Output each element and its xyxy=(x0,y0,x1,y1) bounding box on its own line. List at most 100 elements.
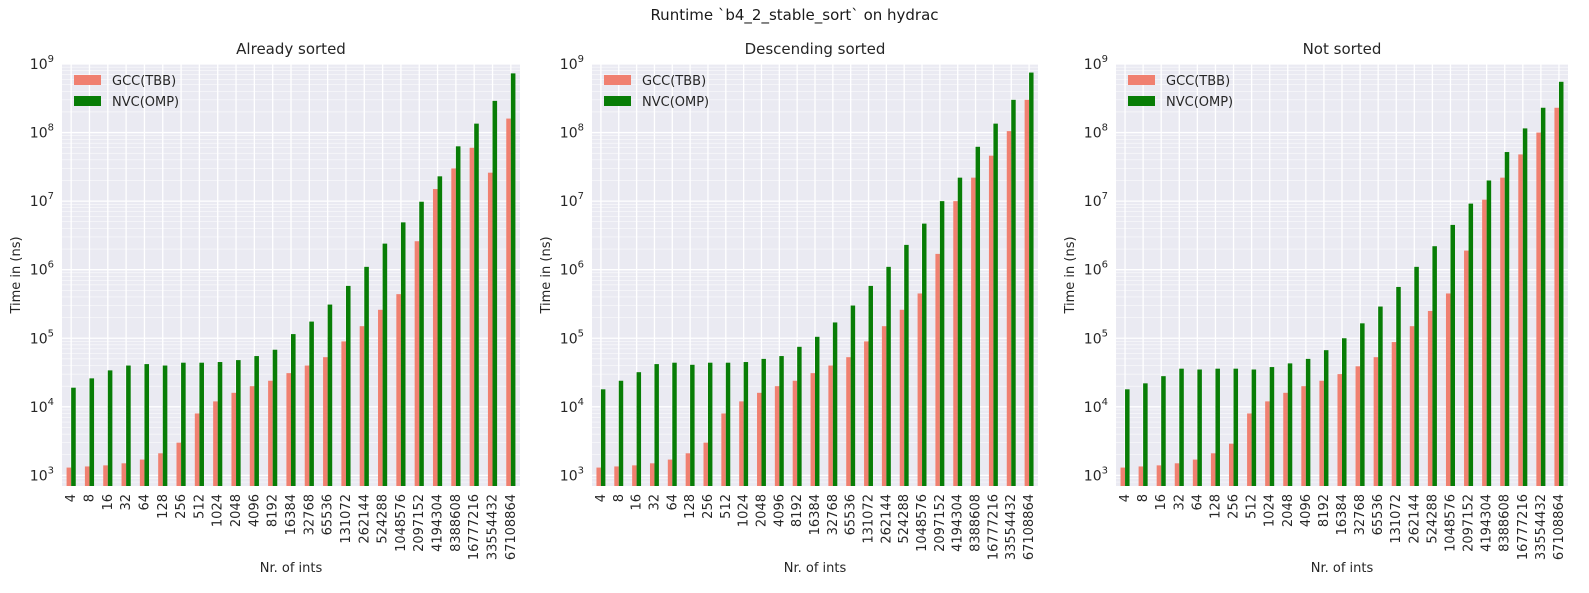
bar-NVC(OMP)-16777216 xyxy=(993,123,998,486)
bar-NVC(OMP)-256 xyxy=(1233,368,1239,486)
bar-GCC(TBB)-32768 xyxy=(828,365,833,486)
x-tick-label: 4194304 xyxy=(951,494,966,552)
bar-GCC(TBB)-2048 xyxy=(231,392,237,486)
bar-NVC(OMP)-512 xyxy=(199,362,204,486)
legend-label: GCC(TBB) xyxy=(1166,74,1230,89)
x-tick-label: 16777216 xyxy=(986,494,1001,560)
x-tick-label: 1048576 xyxy=(394,494,409,552)
bar-GCC(TBB)-128 xyxy=(158,453,163,486)
bar-GCC(TBB)-16777216 xyxy=(469,147,475,486)
bar-GCC(TBB)-256 xyxy=(703,442,708,486)
bar-GCC(TBB)-64 xyxy=(1192,459,1198,486)
bar-NVC(OMP)-64 xyxy=(672,362,677,486)
bar-NVC(OMP)-16384 xyxy=(291,334,296,486)
bar-GCC(TBB)-8192 xyxy=(1319,380,1324,486)
bar-GCC(TBB)-8388608 xyxy=(451,168,456,486)
bar-GCC(TBB)-16384 xyxy=(1337,374,1342,486)
bar-NVC(OMP)-8388608 xyxy=(455,146,461,486)
bar-GCC(TBB)-16 xyxy=(632,465,637,486)
bar-NVC(OMP)-1048576 xyxy=(1450,224,1455,486)
bar-NVC(OMP)-16 xyxy=(636,372,642,486)
x-tick-label: 131072 xyxy=(862,494,877,544)
bar-NVC(OMP)-4096 xyxy=(1305,358,1311,486)
x-tick-label: 1024 xyxy=(737,494,752,527)
bar-GCC(TBB)-65536 xyxy=(1373,357,1379,486)
bar-NVC(OMP)-16384 xyxy=(1342,338,1347,486)
x-tick-label: 8 xyxy=(82,494,97,502)
x-tick-label: 1024 xyxy=(211,494,226,527)
x-tick-label: 4 xyxy=(64,494,79,502)
subplot-title: Descending sorted xyxy=(745,40,886,58)
bar-GCC(TBB)-4096 xyxy=(774,386,780,486)
x-tick-label: 2048 xyxy=(754,494,769,527)
x-tick-label: 4194304 xyxy=(1480,494,1495,552)
bar-GCC(TBB)-4 xyxy=(1120,467,1126,486)
bar-GCC(TBB)-8 xyxy=(84,466,90,486)
x-tick-label: 4 xyxy=(594,494,609,502)
x-tick-label: 16384 xyxy=(808,494,823,535)
y-tick-label: 105 xyxy=(560,328,584,347)
x-tick-label: 262144 xyxy=(879,494,894,544)
y-axis-label: Time in (ns) xyxy=(539,236,554,314)
bar-GCC(TBB)-256 xyxy=(176,442,182,486)
bar-NVC(OMP)-67108864 xyxy=(510,73,516,486)
x-tick-label: 524288 xyxy=(376,494,391,544)
bar-GCC(TBB)-512 xyxy=(194,413,200,486)
bar-NVC(OMP)-512 xyxy=(725,362,731,486)
x-tick-label: 256 xyxy=(174,494,189,519)
bar-GCC(TBB)-2048 xyxy=(757,392,762,486)
x-tick-label: 262144 xyxy=(357,494,372,544)
bar-NVC(OMP)-4096 xyxy=(254,356,259,486)
bar-NVC(OMP)-262144 xyxy=(1414,266,1419,486)
bar-NVC(OMP)-524288 xyxy=(1432,246,1437,486)
y-tick-label: 107 xyxy=(560,191,584,210)
chart-panel-0: 103 104 105 106 107 108 109 4 8 16 32 64 128 256 512 10… xyxy=(9,40,520,576)
bar-NVC(OMP)-64 xyxy=(144,364,150,486)
bar-NVC(OMP)-262144 xyxy=(886,266,891,486)
x-tick-label: 4096 xyxy=(1299,494,1314,527)
bar-NVC(OMP)-8 xyxy=(89,378,95,486)
y-tick-label: 107 xyxy=(30,191,54,210)
bar-GCC(TBB)-32 xyxy=(649,463,655,486)
bar-GCC(TBB)-64 xyxy=(667,459,673,486)
x-tick-label: 8388608 xyxy=(969,494,984,552)
bar-NVC(OMP)-67108864 xyxy=(1029,72,1034,486)
bar-GCC(TBB)-8388608 xyxy=(971,177,976,486)
x-tick-label: 131072 xyxy=(339,494,354,544)
x-tick-label: 262144 xyxy=(1407,494,1422,544)
x-tick-label: 524288 xyxy=(897,494,912,544)
y-tick-label: 103 xyxy=(1084,465,1108,484)
x-tick-label: 32 xyxy=(119,494,134,511)
bar-GCC(TBB)-16 xyxy=(1156,465,1162,486)
bar-NVC(OMP)-32768 xyxy=(1360,323,1365,486)
bar-NVC(OMP)-8192 xyxy=(1323,350,1329,486)
bar-GCC(TBB)-262144 xyxy=(881,326,887,486)
x-tick-label: 64 xyxy=(137,494,152,511)
x-tick-label: 8 xyxy=(1136,494,1151,502)
bar-NVC(OMP)-131072 xyxy=(868,285,873,486)
y-tick-label: 109 xyxy=(30,54,54,73)
y-axis-label: Time in (ns) xyxy=(1063,236,1078,314)
bar-GCC(TBB)-262144 xyxy=(359,326,365,486)
x-tick-label: 8388608 xyxy=(449,494,464,552)
bar-NVC(OMP)-4 xyxy=(600,389,606,486)
bar-NVC(OMP)-8388608 xyxy=(1504,152,1510,486)
x-tick-label: 2097152 xyxy=(412,494,427,552)
bar-NVC(OMP)-4 xyxy=(71,387,76,486)
x-tick-label: 1024 xyxy=(1263,494,1278,527)
x-tick-label: 32 xyxy=(1172,494,1187,511)
bar-NVC(OMP)-1024 xyxy=(743,362,749,486)
x-tick-label: 65536 xyxy=(844,494,859,535)
bar-GCC(TBB)-1048576 xyxy=(917,293,923,486)
x-tick-label: 33554432 xyxy=(1004,494,1019,560)
x-tick-label: 16 xyxy=(101,494,116,511)
x-tick-label: 1048576 xyxy=(915,494,930,552)
bar-GCC(TBB)-33554432 xyxy=(1536,132,1541,486)
bar-NVC(OMP)-256 xyxy=(181,362,186,486)
bar-GCC(TBB)-2048 xyxy=(1283,392,1288,486)
x-tick-label: 32768 xyxy=(826,494,841,535)
bar-GCC(TBB)-4194304 xyxy=(432,189,438,486)
